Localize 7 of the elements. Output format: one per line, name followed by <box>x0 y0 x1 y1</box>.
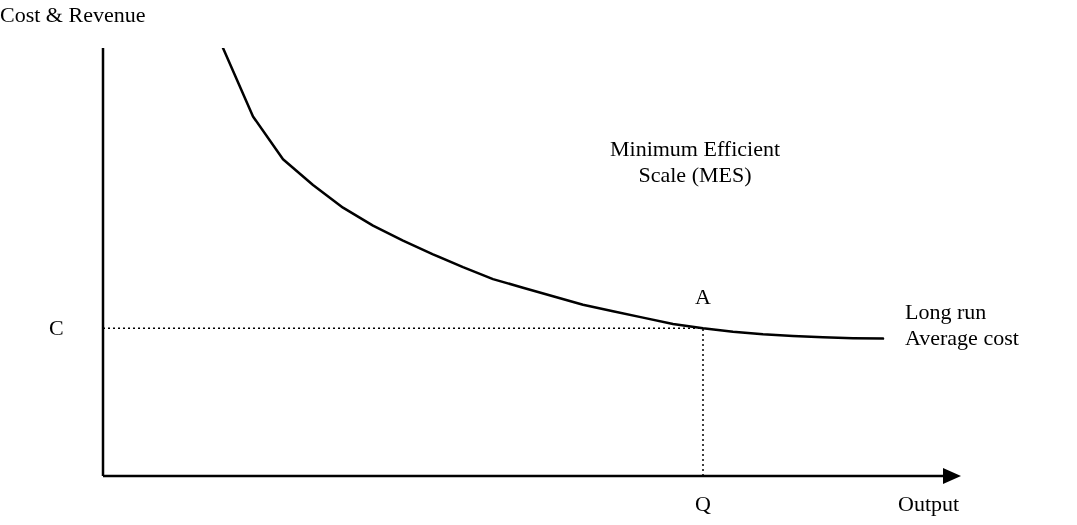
annotation: A <box>695 284 711 311</box>
text: Q <box>695 491 711 517</box>
y-axis-title: Cost & Revenue <box>0 2 146 28</box>
series-label: Long run Average cost <box>905 298 1020 351</box>
annotation: Minimum Efficient Scale (MES) <box>608 136 782 188</box>
x-axis-title: Output <box>898 491 960 517</box>
ref-line-label: C <box>49 315 64 342</box>
